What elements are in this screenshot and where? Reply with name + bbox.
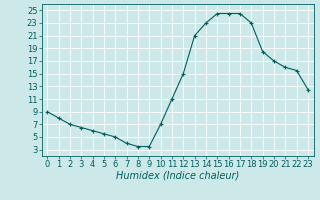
X-axis label: Humidex (Indice chaleur): Humidex (Indice chaleur) bbox=[116, 171, 239, 181]
